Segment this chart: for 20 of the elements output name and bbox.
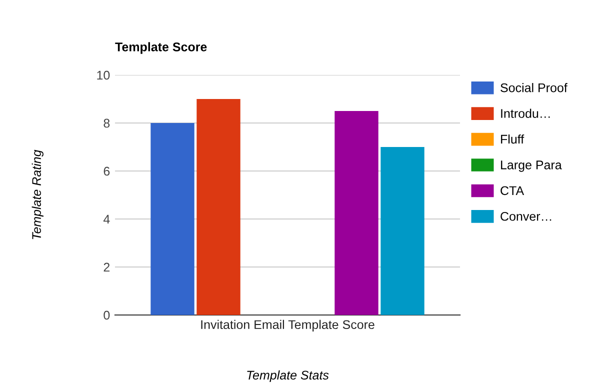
x-tick-label: Invitation Email Template Score: [201, 320, 374, 332]
x-axis-title: Template Stats: [247, 370, 329, 382]
y-tick-label: 6: [104, 166, 110, 176]
y-tick-label: 0: [104, 310, 110, 320]
bar: [380, 147, 424, 315]
chart-title: Template Score: [115, 42, 207, 54]
legend-label: Fluff: [501, 134, 524, 144]
legend-label: CTA: [500, 186, 524, 196]
bar: [334, 111, 378, 315]
y-tick-label: 2: [104, 262, 110, 272]
legend-label: Conver…: [500, 212, 552, 221]
bar: [196, 99, 240, 315]
legend-label: Introdu…: [501, 108, 550, 118]
y-axis-title: Template Rating: [32, 150, 44, 240]
bar: [150, 123, 194, 315]
y-tick-label: 4: [103, 214, 110, 224]
legend-label: Large Para: [501, 160, 562, 172]
legend-label: Social Proof: [500, 83, 568, 92]
y-tick-label: 10: [97, 70, 110, 80]
y-tick-label: 8: [104, 118, 110, 128]
